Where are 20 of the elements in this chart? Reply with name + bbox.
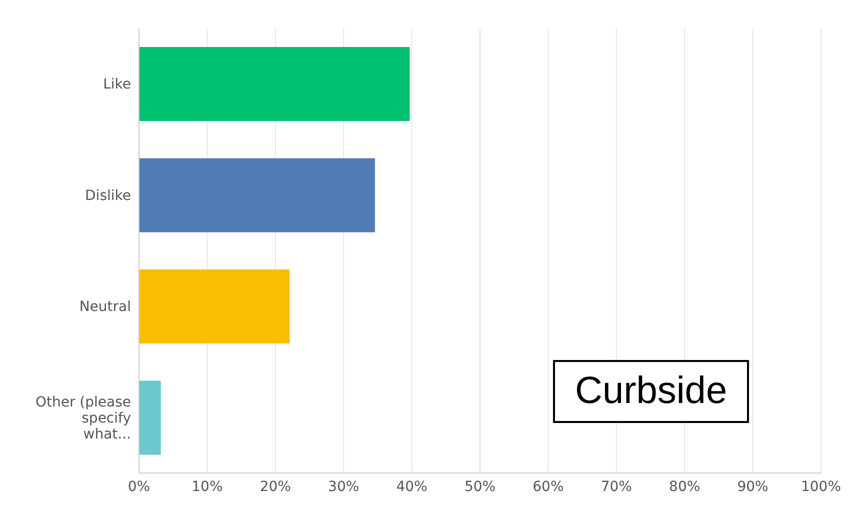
x-tick-label: 10% <box>192 478 223 495</box>
x-tick-label: 50% <box>464 478 496 495</box>
bar <box>139 47 410 121</box>
x-tick-label: 70% <box>600 478 632 495</box>
y-tick-label: Dislike <box>85 188 131 204</box>
bar <box>139 158 375 232</box>
x-tick-label: 40% <box>396 478 428 495</box>
x-tick-label: 0% <box>128 478 150 495</box>
y-tick-label: Like <box>103 76 131 93</box>
y-tick-label: Other (please specify what... <box>35 394 131 442</box>
x-tick-label: 60% <box>532 478 564 495</box>
x-tick-label: 20% <box>260 478 291 495</box>
x-tick-label: 100% <box>800 478 842 495</box>
x-tick-label: 90% <box>737 478 768 495</box>
annotation: Curbside <box>553 360 750 423</box>
bar <box>139 270 290 344</box>
bar <box>139 380 161 455</box>
x-tick-label: 30% <box>328 478 360 495</box>
x-tick-label: 80% <box>669 478 700 495</box>
y-tick-label: Neutral <box>79 299 131 316</box>
